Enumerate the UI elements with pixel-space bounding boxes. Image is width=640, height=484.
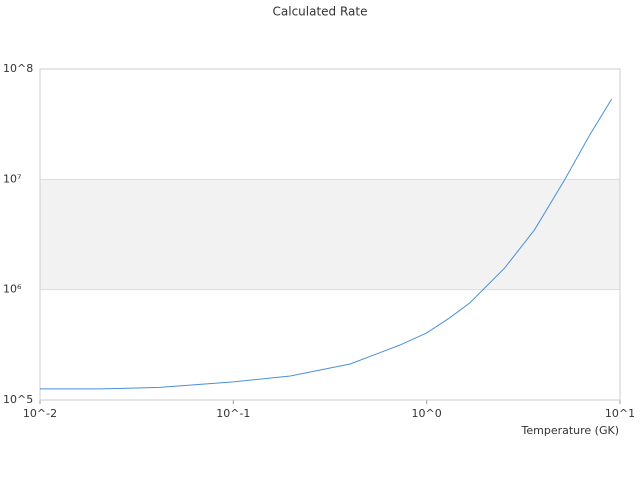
chart-title: Calculated Rate [273, 5, 368, 19]
x-tick-label: 10^0 [412, 407, 442, 420]
y-tick-label: 10^5 [3, 393, 33, 406]
y-tick-label: 10^8 [3, 62, 33, 75]
line [40, 98, 613, 390]
x-tick-label: 10^-2 [23, 407, 57, 420]
y-tick-label: 10⁷ [3, 172, 21, 185]
plot-border [39, 68, 621, 401]
band [40, 179, 620, 290]
x-axis-label: Temperature (GK) [521, 424, 620, 437]
y-tick-label: 10⁶ [3, 283, 22, 296]
x-tick-label: 10^1 [605, 407, 635, 420]
x-tick-label: 10^-1 [216, 407, 250, 420]
